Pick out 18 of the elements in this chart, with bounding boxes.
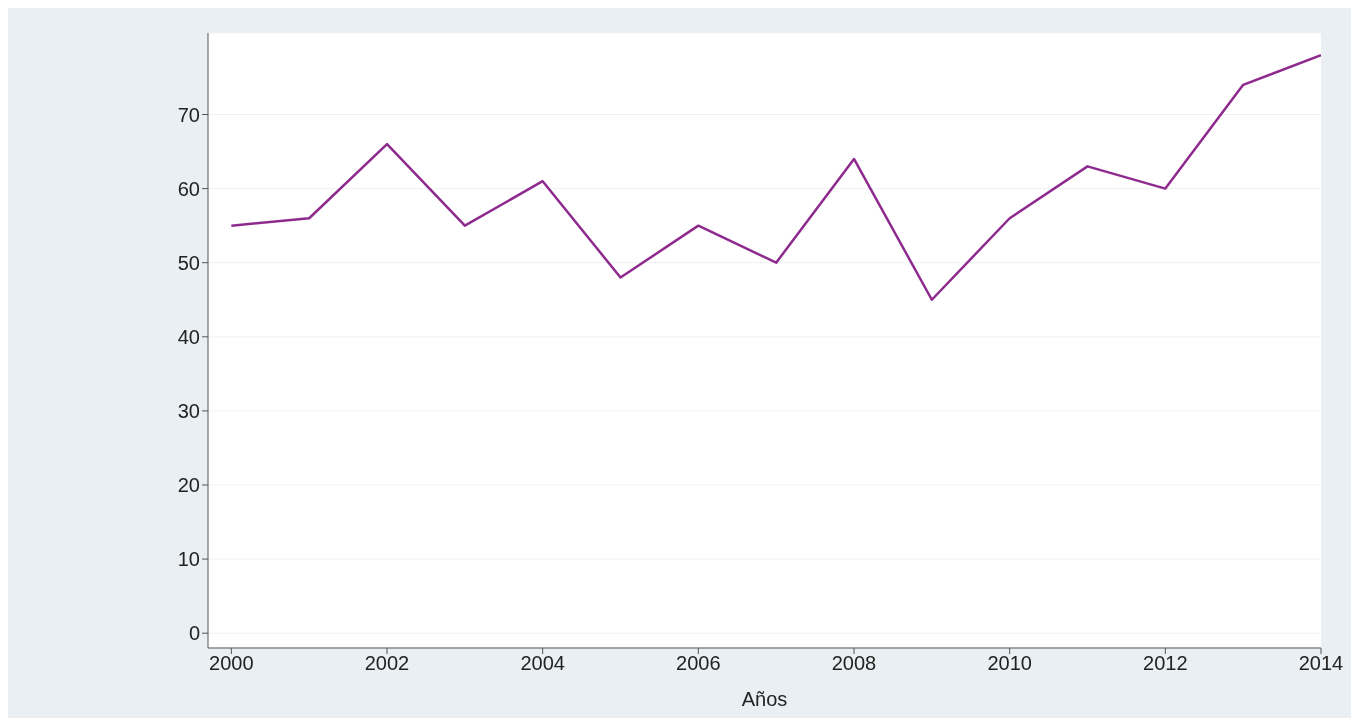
x-tick-label: 2002 [364,652,410,675]
x-tick-label: 2010 [987,652,1032,675]
y-tick-label: 50 [177,251,200,274]
x-tick-label: 2014 [1298,652,1344,675]
x-tick-label: 2012 [1143,652,1188,675]
x-tick-label: 2000 [209,652,254,675]
x-axis-title: Años [741,688,788,710]
y-tick-label: 40 [177,325,200,348]
x-tick-label: 2004 [520,652,565,675]
y-tick-label: 60 [177,177,200,200]
y-tick-label: 0 [188,622,200,645]
y-tick-label: 20 [177,474,200,497]
y-tick-label: 30 [177,399,200,422]
y-tick-label: 10 [177,548,200,571]
line-series [230,53,1321,301]
x-tick-label: 2006 [676,652,721,675]
x-tick-label: 2008 [831,652,877,675]
y-tick-label: 70 [177,103,200,126]
